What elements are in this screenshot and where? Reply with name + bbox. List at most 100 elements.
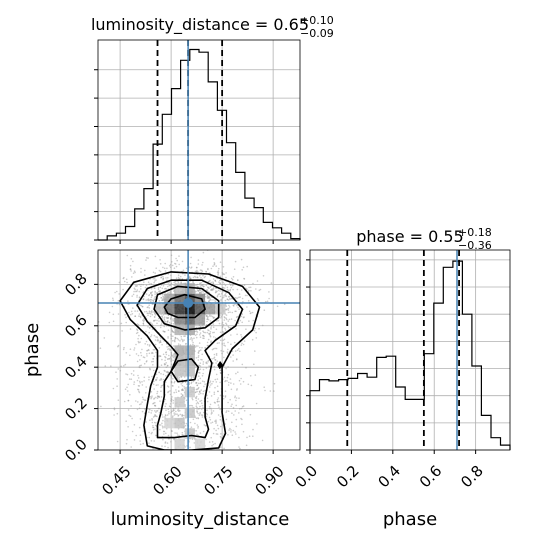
scatter-point [150,300,152,303]
scatter-point [209,380,212,383]
scatter-point [127,300,129,302]
scatter-point [212,331,214,334]
scatter-point [158,395,160,398]
scatter-point [222,323,225,326]
scatter-point [151,352,153,355]
scatter-point [170,328,173,330]
scatter-point [200,399,203,402]
scatter-point [182,434,184,436]
scatter-point [198,288,201,291]
scatter-point [213,316,215,319]
scatter-point [240,344,243,346]
scatter-point [123,280,126,283]
joint-ytick-label: 0.8 [61,270,91,300]
scatter-point [167,337,169,339]
scatter-point [253,363,255,366]
scatter-point [170,366,172,368]
scatter-point [151,360,153,363]
scatter-point [128,378,131,380]
scatter-point [239,296,241,298]
scatter-point [125,321,127,324]
scatter-point [122,277,125,280]
scatter-point [166,385,169,387]
scatter-point [221,271,224,274]
scatter-point [184,274,186,276]
scatter-point [150,454,152,456]
scatter-point [248,310,251,313]
scatter-point [160,284,163,286]
phase-xtick-label: 0.0 [292,462,322,492]
scatter-point [170,337,173,340]
scatter-point [198,453,200,455]
scatter-point [239,447,241,450]
contour-line [136,279,244,439]
scatter-point [125,456,127,458]
scatter-point [195,382,198,384]
scatter-point [143,281,145,284]
scatter-point [150,451,152,453]
scatter-point [111,305,114,308]
scatter-point [175,277,178,280]
scatter-point [160,373,162,375]
scatter-point [202,411,205,414]
ld-hist-panel: luminosity_distance = 0.65 +0.10 −0.09 [91,14,334,244]
scatter-point [136,360,139,363]
scatter-point [234,431,236,433]
scatter-point [216,294,219,297]
scatter-point [195,284,197,287]
scatter-point [170,360,172,362]
scatter-point [152,425,154,427]
scatter-point [154,410,156,412]
scatter-point [148,349,150,352]
scatter-point [178,434,180,437]
scatter-point [168,412,170,415]
scatter-point [150,334,153,336]
scatter-point [225,367,227,370]
scatter-point [118,281,121,284]
scatter-point [259,288,262,291]
scatter-point [228,429,230,431]
scatter-point [172,331,174,333]
scatter-point [153,380,155,383]
scatter-point [170,353,173,356]
scatter-point [151,291,153,293]
scatter-point [214,300,217,303]
scatter-point [204,347,207,349]
joint-plot-area [98,247,300,472]
scatter-point [159,247,161,249]
scatter-point [143,470,145,472]
scatter-point [153,397,156,400]
scatter-point [252,282,254,285]
density-cell [184,345,195,356]
scatter-point [256,423,258,425]
scatter-point [229,398,231,401]
scatter-point [256,298,259,300]
scatter-point [224,423,227,425]
scatter-point [139,443,142,446]
scatter-point [240,334,242,336]
scatter-point [112,387,115,390]
scatter-point [190,338,192,340]
scatter-point [204,383,206,386]
scatter-point [180,383,182,385]
scatter-point [213,331,215,334]
scatter-point [221,330,224,333]
scatter-point [216,320,218,322]
scatter-point [241,423,243,426]
scatter-point [236,358,238,360]
scatter-point [210,395,213,397]
scatter-point [195,388,198,391]
scatter-point [202,368,205,371]
density-cell [174,314,185,325]
scatter-point [167,348,169,351]
scatter-point [130,405,132,407]
scatter-point [163,363,166,366]
scatter-point [238,296,240,299]
scatter-point [276,305,279,308]
scatter-point [199,332,202,334]
scatter-point [208,455,210,457]
scatter-point [205,361,208,364]
scatter-point [181,389,183,392]
scatter-point [156,410,158,412]
density-cell [174,438,185,449]
